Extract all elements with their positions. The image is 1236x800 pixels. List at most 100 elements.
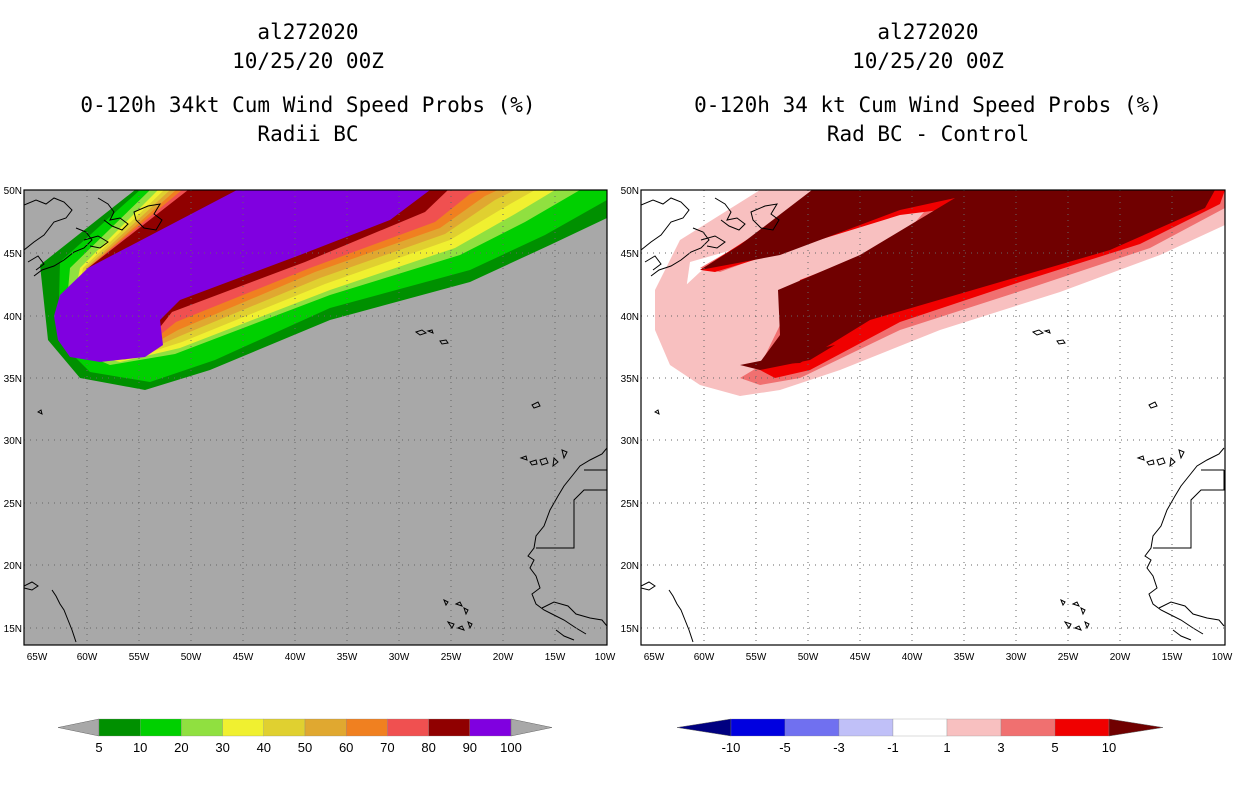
left-storm-id: al272020 [257, 20, 359, 44]
right-subtitle: Rad BC - Control [826, 122, 1030, 146]
lat-label: 20N [4, 561, 22, 572]
right-colorbar-swatch [784, 718, 840, 737]
right-storm-id: al272020 [877, 20, 979, 44]
lat-label: 15N [621, 624, 639, 635]
left-colorbar-swatch [98, 718, 141, 737]
right-colorbar-label: -10 [722, 740, 741, 755]
lat-label: 45N [621, 249, 639, 260]
left-lat-axis: 50N 45N 40N 35N 30N 25N 20N 15N [4, 186, 22, 635]
right-difference-field [641, 190, 1225, 643]
left-colorbar-under-triangle [57, 718, 100, 737]
left-colorbar-swatch [222, 718, 264, 737]
right-colorbar-label: -5 [779, 740, 791, 755]
lon-label: 10W [1212, 652, 1233, 663]
left-colorbar-label: 10 [133, 740, 147, 755]
lat-label: 40N [621, 312, 639, 323]
right-colorbar-under-triangle [676, 718, 732, 737]
right-colorbar-label: -3 [833, 740, 845, 755]
lon-label: 65W [644, 652, 665, 663]
lon-label: 50W [181, 652, 202, 663]
left-colorbar-swatch [428, 718, 470, 737]
right-colorbar-swatch [1000, 718, 1056, 737]
left-map-frame [23, 189, 608, 646]
left-colorbar-label: 70 [380, 740, 394, 755]
lat-label: 25N [621, 499, 639, 510]
left-colorbar-label: 90 [463, 740, 477, 755]
lon-label: 60W [77, 652, 98, 663]
left-colorbar: 5 10 20 30 40 50 60 70 80 90 100 [57, 718, 553, 755]
lon-label: 45W [233, 652, 254, 663]
left-datetime: 10/25/20 00Z [232, 49, 384, 73]
left-colorbar-swatch [181, 718, 223, 737]
lon-label: 15W [545, 652, 566, 663]
right-colorbar-swatch [946, 718, 1002, 737]
left-colorbar-swatch [140, 718, 182, 737]
lon-label: 15W [1162, 652, 1183, 663]
lat-label: 25N [4, 499, 22, 510]
left-colorbar-swatch [387, 718, 429, 737]
left-probability-field [24, 190, 607, 643]
right-lat-axis: 50N 45N 40N 35N 30N 25N 20N 15N [621, 186, 639, 635]
left-colorbar-swatch [346, 718, 388, 737]
right-colorbar-label: 3 [997, 740, 1004, 755]
left-colorbar-label: 50 [298, 740, 312, 755]
right-diff-10-arm [740, 345, 835, 370]
left-prob-90 [54, 190, 430, 362]
right-datetime: 10/25/20 00Z [852, 49, 1004, 73]
right-colorbar-swatch [730, 718, 786, 737]
lon-label: 30W [1006, 652, 1027, 663]
lon-label: 25W [441, 652, 462, 663]
lon-label: 45W [850, 652, 871, 663]
left-colorbar-label: 5 [95, 740, 102, 755]
lat-label: 40N [4, 312, 22, 323]
left-colorbar-swatch [469, 718, 512, 737]
left-colorbar-over-triangle [510, 718, 553, 737]
lon-label: 55W [746, 652, 767, 663]
lon-label: 40W [285, 652, 306, 663]
lon-label: 55W [129, 652, 150, 663]
lon-label: 50W [798, 652, 819, 663]
lat-label: 35N [4, 374, 22, 385]
right-colorbar: -10 -5 -3 -1 1 3 5 10 [676, 718, 1164, 755]
lat-label: 45N [4, 249, 22, 260]
left-colorbar-swatch [304, 718, 347, 737]
lat-label: 50N [621, 186, 639, 197]
right-map-frame [640, 189, 1226, 646]
lon-label: 25W [1058, 652, 1079, 663]
lat-label: 50N [4, 186, 22, 197]
lon-label: 20W [493, 652, 514, 663]
lon-label: 20W [1110, 652, 1131, 663]
lat-label: 15N [4, 624, 22, 635]
right-colorbar-over-triangle [1108, 718, 1164, 737]
right-product-title: 0-120h 34 kt Cum Wind Speed Probs (%) [694, 93, 1162, 117]
lon-label: 40W [902, 652, 923, 663]
lat-label: 30N [621, 436, 639, 447]
right-diff-10 [700, 190, 1215, 365]
lon-label: 60W [694, 652, 715, 663]
lon-label: 35W [337, 652, 358, 663]
lon-label: 65W [27, 652, 48, 663]
right-colorbar-swatch [838, 718, 894, 737]
left-colorbar-label: 100 [500, 740, 522, 755]
left-product-title: 0-120h 34kt Cum Wind Speed Probs (%) [80, 93, 536, 117]
right-colorbar-label: 1 [943, 740, 950, 755]
left-colorbar-label: 20 [174, 740, 188, 755]
left-colorbar-swatch [263, 718, 306, 737]
right-lon-axis: 65W 60W 55W 50W 45W 40W 35W 30W 25W 20W … [644, 652, 1233, 663]
right-map-panel: 50N 45N 40N 35N 30N 25N 20N 15N 65W 60W … [621, 186, 1233, 663]
left-colorbar-label: 60 [339, 740, 353, 755]
right-colorbar-label: 10 [1102, 740, 1116, 755]
left-map-panel: 50N 45N 40N 35N 30N 25N 20N 15N 65W 60W … [4, 186, 616, 663]
lat-label: 30N [4, 436, 22, 447]
lon-label: 30W [389, 652, 410, 663]
right-gridlines [641, 190, 1225, 645]
right-colorbar-label: -1 [887, 740, 899, 755]
left-colorbar-label: 30 [215, 740, 229, 755]
left-lon-axis: 65W 60W 55W 50W 45W 40W 35W 30W 25W 20W … [27, 652, 616, 663]
right-colorbar-swatch [892, 718, 948, 737]
right-colorbar-label: 5 [1051, 740, 1058, 755]
left-colorbar-label: 80 [421, 740, 435, 755]
lon-label: 10W [595, 652, 616, 663]
lat-label: 20N [621, 561, 639, 572]
